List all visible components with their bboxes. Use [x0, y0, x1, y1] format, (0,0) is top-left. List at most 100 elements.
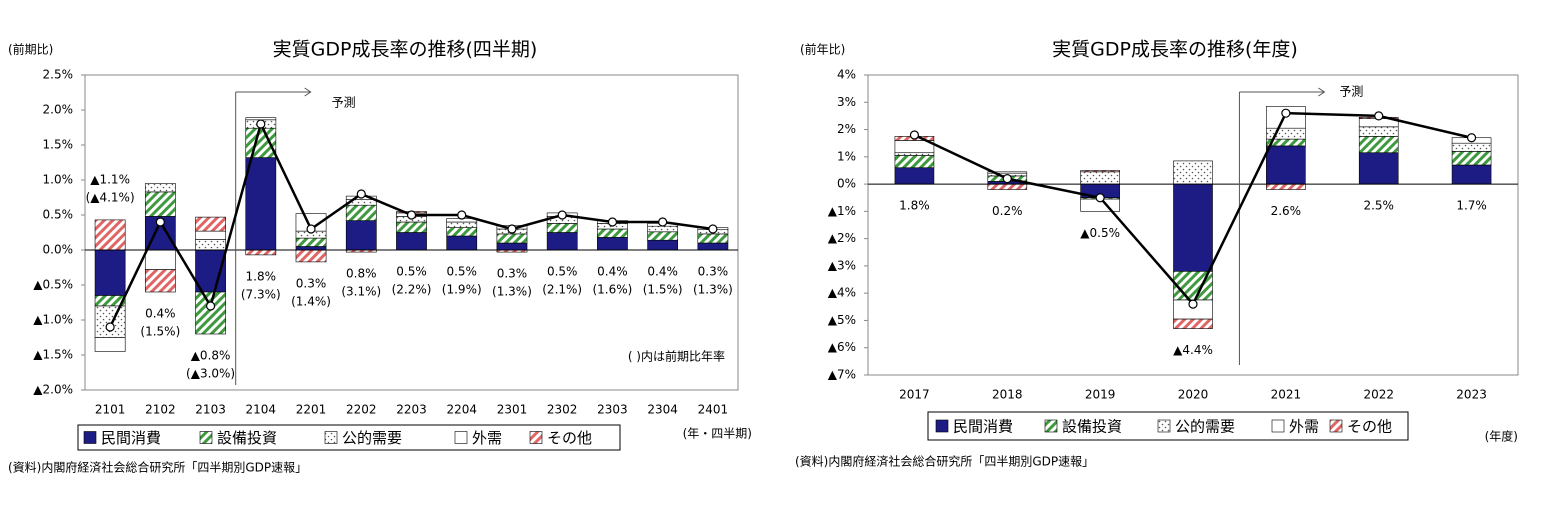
- x-tick-label: 2202: [346, 403, 377, 417]
- bar-segment: [894, 155, 935, 169]
- plot-area: [84, 74, 739, 391]
- x-axis-unit: (年・四半期): [683, 427, 752, 441]
- gdp-marker: [105, 322, 115, 332]
- x-tick-label: 2101: [95, 403, 126, 417]
- value-label: 0.5%: [396, 265, 427, 279]
- bar-segment: [496, 242, 528, 251]
- value-label: 2.6%: [1271, 204, 1302, 218]
- bar-segment: [647, 239, 679, 251]
- y-axis-label: (前期比): [8, 42, 53, 57]
- legend-swatch: [1271, 419, 1285, 433]
- x-tick-label: 2104: [246, 403, 277, 417]
- legend-swatch: [199, 431, 213, 444]
- bar-segment: [1266, 183, 1306, 190]
- x-tick-label: 2401: [698, 403, 729, 417]
- x-tick-label: 2020: [1178, 388, 1209, 402]
- x-tick-label: 2301: [497, 403, 528, 417]
- value-label: 0.8%: [346, 267, 377, 281]
- forecast-arrowhead: [304, 87, 312, 97]
- annualized-label: (▲3.0%): [186, 367, 235, 381]
- bar-segment: [1451, 151, 1492, 166]
- bar-segment: [195, 239, 226, 251]
- x-tick-label: 2019: [1085, 388, 1116, 402]
- annualized-label: (2.2%): [392, 283, 432, 297]
- bar-segment: [1080, 170, 1120, 173]
- legend-swatch: [529, 431, 543, 444]
- annualized-label: (1.9%): [442, 283, 482, 297]
- x-tick-label: 2018: [992, 388, 1023, 402]
- bar-segment: [245, 249, 277, 256]
- bar-segment: [1451, 164, 1492, 185]
- x-tick-label: 2302: [547, 403, 578, 417]
- x-tick-label: 2201: [296, 403, 327, 417]
- bar-segment: [396, 232, 427, 251]
- value-label: 0.5%: [446, 265, 477, 279]
- bar-segment: [1451, 142, 1492, 152]
- legend-swatch: [1329, 419, 1343, 433]
- legend-label: 外需: [472, 429, 502, 447]
- y-tick-label: ▲1.0%: [33, 313, 73, 327]
- bar-segment: [295, 246, 327, 251]
- annualized-label: (1.5%): [140, 325, 180, 339]
- bar-segment: [144, 191, 176, 217]
- forecast-label: 予測: [1339, 85, 1363, 99]
- bar-segment: [894, 152, 935, 156]
- annualized-label: (▲4.1%): [86, 190, 135, 204]
- forecast-arrowhead: [1318, 87, 1326, 97]
- gdp-marker: [607, 217, 618, 227]
- legend-label: その他: [1347, 418, 1392, 436]
- gdp-marker: [1466, 133, 1477, 143]
- x-tick-label: 2103: [195, 403, 226, 417]
- gdp-marker: [507, 224, 517, 234]
- bar-segment: [647, 225, 679, 233]
- bar-segment: [446, 227, 478, 237]
- bar-segment: [195, 216, 226, 232]
- y-tick-label: 2%: [837, 122, 856, 136]
- value-label: 1.8%: [899, 199, 930, 213]
- value-label: 1.8%: [246, 269, 277, 283]
- y-tick-label: 2.0%: [43, 103, 74, 117]
- gdp-marker: [1281, 108, 1291, 118]
- legend-label: 外需: [1289, 418, 1319, 436]
- legend-label: 公的需要: [1175, 418, 1235, 436]
- bar-segment: [1358, 126, 1399, 137]
- bar-segment: [1173, 318, 1213, 329]
- legend-swatch: [83, 431, 97, 444]
- gdp-marker: [306, 224, 316, 234]
- bar-segment: [94, 305, 126, 338]
- annualized-label: (2.1%): [542, 283, 582, 297]
- gdp-marker: [1095, 193, 1105, 203]
- bar-segment: [546, 223, 578, 233]
- y-tick-label: ▲3%: [828, 258, 856, 272]
- y-tick-label: 1.5%: [43, 138, 74, 152]
- bar-segment: [647, 231, 679, 241]
- bar-segment: [94, 337, 126, 352]
- value-label: 0.4%: [597, 265, 628, 279]
- x-tick-label: 2303: [597, 403, 628, 417]
- value-label: ▲4.4%: [1173, 343, 1213, 357]
- value-label: 0.2%: [992, 204, 1023, 218]
- value-label: ▲0.5%: [1080, 226, 1120, 240]
- value-label: 1.7%: [1456, 199, 1487, 213]
- bar-segment: [546, 232, 578, 251]
- y-tick-label: ▲1.5%: [33, 348, 73, 362]
- gdp-marker: [708, 224, 718, 234]
- bar-segment: [1173, 183, 1213, 272]
- gdp-marker: [205, 301, 216, 311]
- x-tick-label: 2304: [647, 403, 678, 417]
- chart-title: 実質GDP成長率の推移(四半期): [273, 39, 538, 61]
- value-label: 0.3%: [497, 267, 528, 281]
- note: ( )内は前期比年率: [628, 349, 725, 364]
- forecast-label: 予測: [332, 96, 356, 110]
- bar-segment: [894, 167, 935, 185]
- bar-segment: [987, 183, 1028, 190]
- bar-segment: [144, 183, 176, 193]
- legend-swatch: [324, 431, 338, 444]
- bar-segment: [396, 221, 427, 233]
- y-tick-label: ▲5%: [828, 313, 856, 327]
- y-tick-label: ▲2.0%: [33, 383, 73, 397]
- bar-segment: [295, 249, 327, 263]
- bar-segment: [94, 249, 126, 296]
- value-label: 2.5%: [1363, 199, 1394, 213]
- y-tick-label: ▲1%: [828, 204, 856, 218]
